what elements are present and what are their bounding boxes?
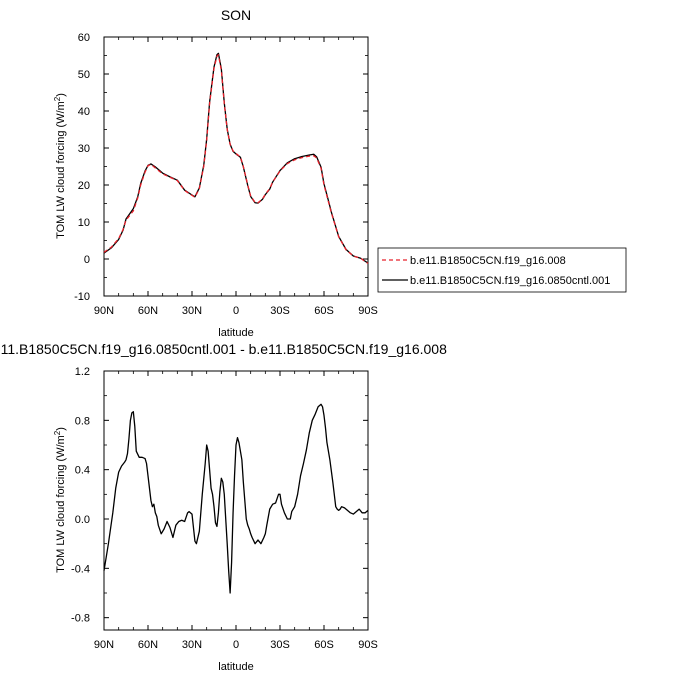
y-tick-label: 40 (78, 106, 90, 118)
x-tick-label: 30N (182, 639, 202, 651)
y-tick-label: 60 (78, 32, 90, 44)
bottom-series-lines (103, 403, 369, 594)
x-tick-label: 90S (358, 305, 378, 317)
top-y-axis-label-text: TOM LW cloud forcing (W/m (55, 101, 67, 239)
x-tick-label: 60N (138, 305, 158, 317)
top-plot-frame (103, 36, 369, 297)
legend-box (377, 247, 627, 293)
x-tick-label: 90N (94, 639, 114, 651)
x-tick-label: 60N (138, 639, 158, 651)
top-chart-title: SON (221, 7, 251, 23)
legend-label-series-2: b.e11.B1850C5CN.f19_g16.0850cntl.001 (410, 275, 610, 287)
y-tick-label: 20 (78, 180, 90, 192)
top-series-lines (103, 52, 369, 264)
x-tick-label: 30N (182, 305, 202, 317)
y-tick-label: 30 (78, 143, 90, 155)
bottom-x-axis-label: latitude (218, 661, 253, 673)
x-tick-label: 60S (314, 639, 334, 651)
x-tick-label: 90S (358, 639, 378, 651)
top-y-axis: -10 0 10 20 30 40 50 60 (74, 32, 368, 303)
bottom-x-axis: 90N 60N 30N 0 30S 60S 90S (94, 371, 378, 651)
y-tick-label: 0.0 (75, 514, 90, 526)
legend: b.e11.B1850C5CN.f19_g16.008 b.e11.B1850C… (377, 247, 627, 293)
bottom-y-axis-label-text: TOM LW cloud forcing (W/m (55, 435, 67, 573)
top-panel: SON 90N 60N 30N 0 30S 60S 90S -10 0 10 20 30 40 50 60… (53, 7, 627, 339)
y-tick-label: 10 (78, 217, 90, 229)
bottom-y-axis-label-end: ) (55, 427, 67, 431)
x-tick-label: 60S (314, 305, 334, 317)
y-tick-label: 50 (78, 69, 90, 81)
x-tick-label: 0 (233, 639, 239, 651)
y-tick-label: 0.4 (75, 465, 90, 477)
bottom-panel: b.e11.B1850C5CN.f19_g16.0850cntl.001 - b… (0, 341, 447, 673)
y-tick-label: 1.2 (75, 366, 90, 378)
top-y-axis-label: TOM LW cloud forcing (W/m2) (53, 93, 67, 239)
bottom-chart-title: b.e11.B1850C5CN.f19_g16.0850cntl.001 - b… (0, 341, 447, 357)
x-tick-label: 30S (270, 639, 290, 651)
legend-label-series-1: b.e11.B1850C5CN.f19_g16.008 (410, 255, 566, 267)
series-line-2 (103, 52, 369, 264)
bottom-y-axis: -0.8 -0.4 0.0 0.4 0.8 1.2 (71, 366, 368, 625)
top-y-axis-label-sup: 2 (53, 96, 62, 101)
series-line-1 (103, 54, 369, 264)
top-y-axis-label-end: ) (55, 93, 67, 97)
x-tick-label: 0 (233, 305, 239, 317)
y-tick-label: -10 (74, 291, 90, 303)
bottom-plot-frame (103, 370, 369, 631)
bottom-y-axis-label-sup: 2 (53, 430, 62, 435)
top-x-axis-label: latitude (218, 327, 253, 339)
x-tick-label: 30S (270, 305, 290, 317)
series-line-1 (103, 403, 369, 594)
y-tick-label: 0.8 (75, 415, 90, 427)
y-tick-label: -0.8 (71, 613, 90, 625)
x-tick-label: 90N (94, 305, 114, 317)
y-tick-label: -0.4 (71, 563, 90, 575)
top-x-axis: 90N 60N 30N 0 30S 60S 90S (94, 37, 378, 317)
bottom-y-axis-label: TOM LW cloud forcing (W/m2) (53, 427, 67, 573)
y-tick-label: 0 (84, 254, 90, 266)
